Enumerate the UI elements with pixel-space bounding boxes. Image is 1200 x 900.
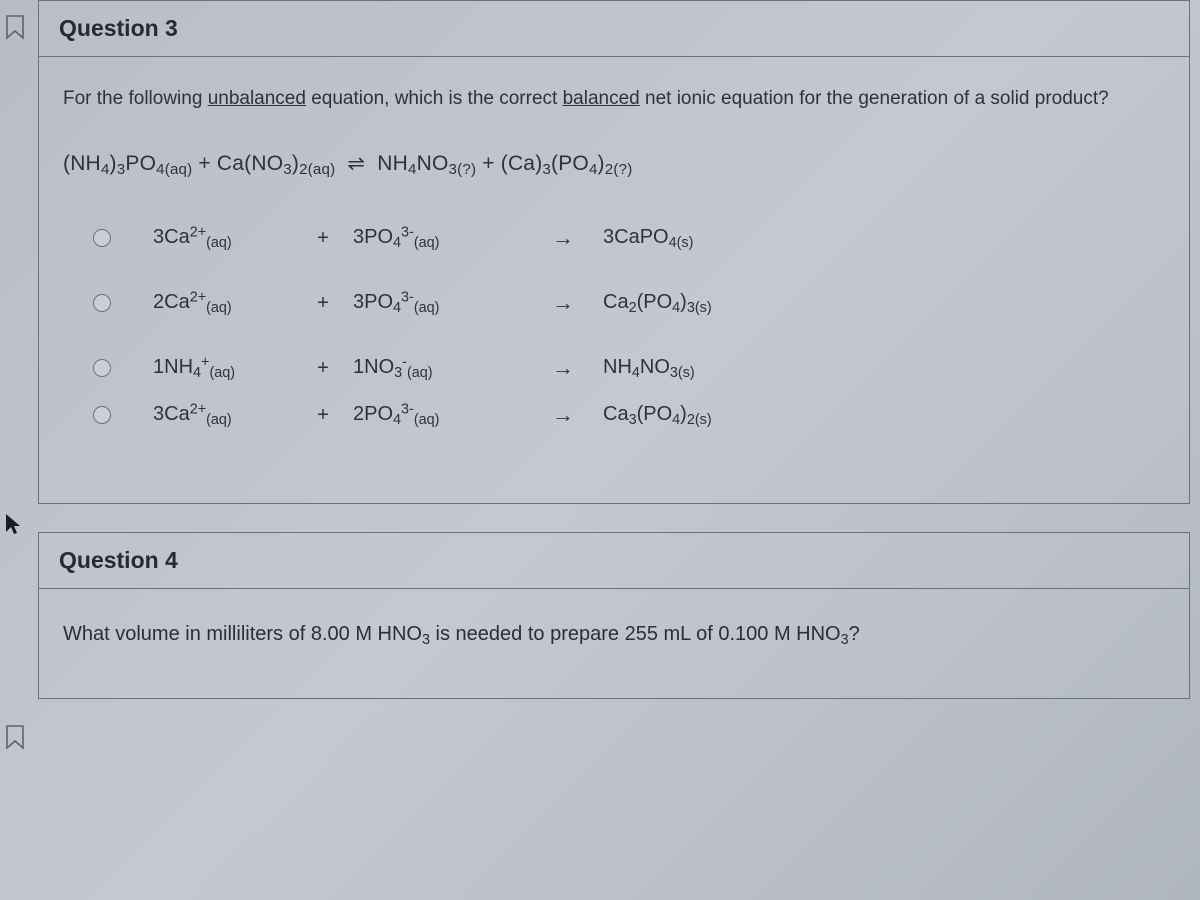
question-4-prompt: What volume in milliliters of 8.00 M HNO… — [39, 589, 1189, 698]
plus-sign: + — [293, 353, 353, 383]
reactant-2: 1NO3-(aq) — [353, 352, 523, 385]
arrow-icon: → — [523, 286, 603, 319]
option-d[interactable]: 3Ca2+(aq) + 2PO43-(aq) → Ca3(PO4)2(s) — [93, 398, 1165, 431]
option-a[interactable]: 3Ca2+(aq) + 3PO43-(aq) → 3CaPO4(s) — [93, 221, 1165, 254]
plus-sign: + — [293, 288, 353, 318]
unbalanced-equation: (NH4)3PO4(aq) + Ca(NO3)2(aq) ⇌ NH4NO3(?)… — [63, 148, 1165, 182]
radio-icon[interactable] — [93, 229, 111, 247]
product: NH4NO3(s) — [603, 352, 823, 385]
reactant-1: 2Ca2+(aq) — [153, 287, 293, 320]
reactant-1: 3Ca2+(aq) — [153, 222, 293, 255]
prompt-text: For the following — [63, 88, 208, 109]
answer-options: 3Ca2+(aq) + 3PO43-(aq) → 3CaPO4(s) 2Ca2+… — [93, 221, 1165, 431]
prompt-text: net ionic equation for the generation of… — [640, 88, 1109, 109]
question-4-title: Question 4 — [39, 533, 1189, 589]
plus-sign: + — [293, 400, 353, 430]
radio-icon[interactable] — [93, 294, 111, 312]
cursor-icon — [4, 512, 22, 536]
reactant-1: 3Ca2+(aq) — [153, 399, 293, 432]
option-b[interactable]: 2Ca2+(aq) + 3PO43-(aq) → Ca2(PO4)3(s) — [93, 286, 1165, 319]
reactant-2: 3PO43-(aq) — [353, 222, 523, 255]
radio-icon[interactable] — [93, 359, 111, 377]
reactant-2: 2PO43-(aq) — [353, 399, 523, 432]
prompt-underlined: balanced — [563, 88, 640, 109]
reactant-2: 3PO43-(aq) — [353, 287, 523, 320]
question-3-box: Question 3 For the following unbalanced … — [38, 0, 1190, 504]
question-4-box: Question 4 What volume in milliliters of… — [38, 532, 1190, 699]
question-3-prompt: For the following unbalanced equation, w… — [63, 85, 1165, 114]
bookmark-flag-icon[interactable] — [4, 724, 26, 750]
product: 3CaPO4(s) — [603, 222, 823, 255]
prompt-underlined: unbalanced — [208, 88, 306, 109]
plus-sign: + — [293, 223, 353, 253]
bookmark-flag-icon[interactable] — [4, 14, 26, 40]
question-3-title: Question 3 — [39, 1, 1189, 57]
prompt-text: equation, which is the correct — [306, 88, 563, 109]
option-c[interactable]: 1NH4+(aq) + 1NO3-(aq) → NH4NO3(s) — [93, 351, 1165, 384]
arrow-icon: → — [523, 398, 603, 431]
arrow-icon: → — [523, 221, 603, 254]
reactant-1: 1NH4+(aq) — [153, 352, 293, 385]
product: Ca3(PO4)2(s) — [603, 399, 823, 432]
arrow-icon: → — [523, 351, 603, 384]
radio-icon[interactable] — [93, 406, 111, 424]
product: Ca2(PO4)3(s) — [603, 287, 823, 320]
